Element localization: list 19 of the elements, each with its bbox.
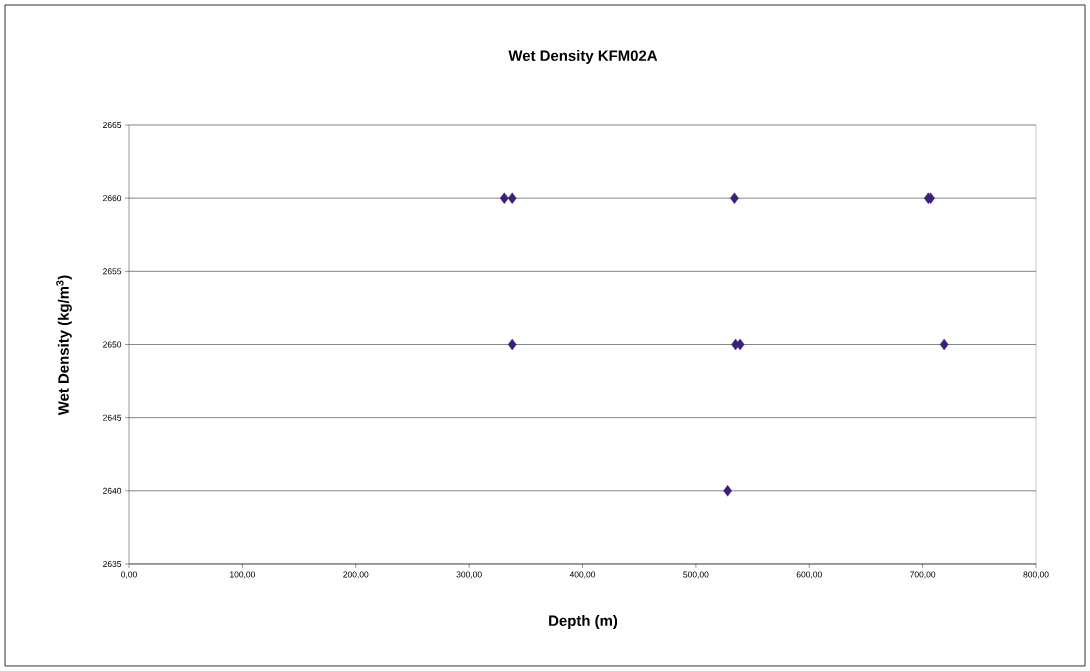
x-tick-label: 400,00 xyxy=(569,571,596,579)
x-tick-label: 100,00 xyxy=(230,571,255,579)
y-tick-label: 2640 xyxy=(103,487,122,494)
y-axis-title: Wet Density (kg/m$^{3}$) xyxy=(56,275,72,416)
y-tick-label: 2655 xyxy=(103,268,122,275)
x-tick-label: 700,00 xyxy=(910,571,936,579)
y-tick-label: 2635 xyxy=(103,560,122,567)
x-tick-label: 300,00 xyxy=(456,571,482,579)
x-tick-label: 500,00 xyxy=(683,571,709,579)
y-tick-label: 2650 xyxy=(103,341,122,348)
y-tick-label: 2665 xyxy=(103,121,122,128)
y-tick-label: 2660 xyxy=(103,195,122,202)
x-tick-label: 200,00 xyxy=(343,571,369,579)
chart-title: Wet Density KFM02A xyxy=(508,50,658,64)
y-tick-label: 2645 xyxy=(103,414,122,421)
x-tick-label: 800,00 xyxy=(1023,571,1049,579)
x-axis-title: Depth (m) xyxy=(549,615,618,629)
x-tick-label: 600,00 xyxy=(796,571,822,579)
x-tick-label: 0,00 xyxy=(121,571,137,579)
